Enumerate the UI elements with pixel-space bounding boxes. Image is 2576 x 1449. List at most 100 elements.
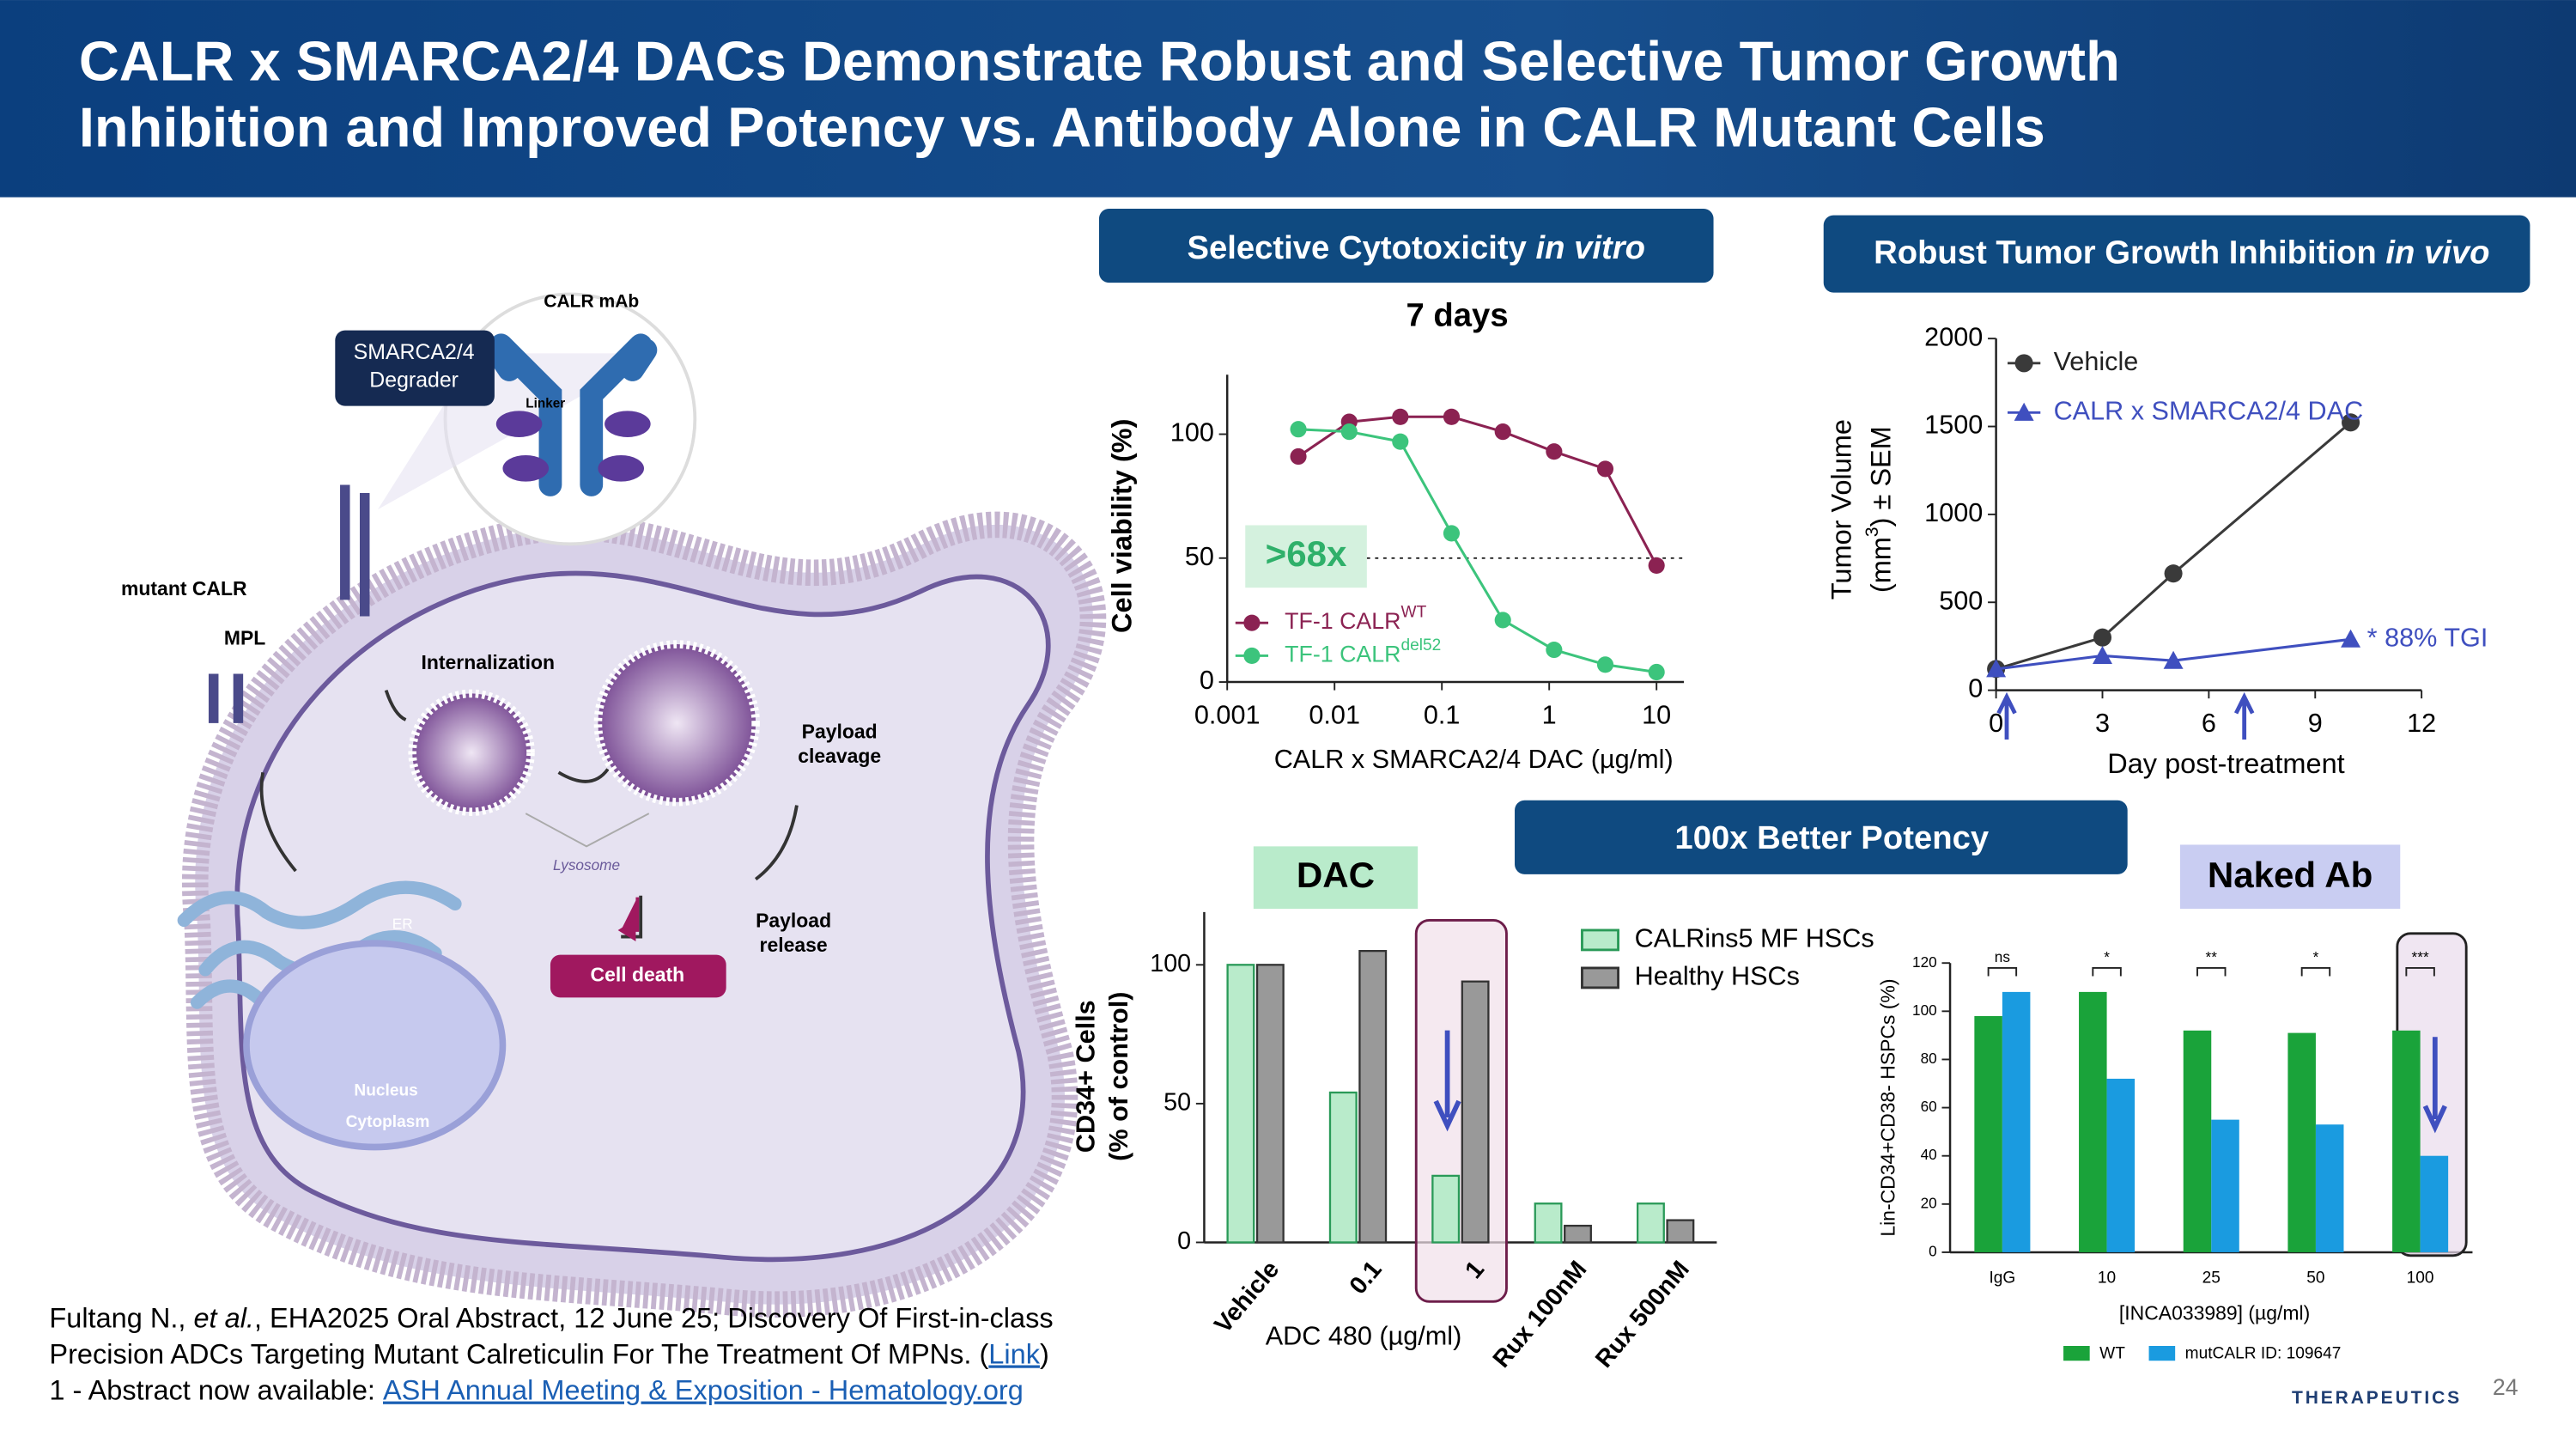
label: Linker (526, 397, 565, 411)
legend-superscript: del52 (1401, 636, 1442, 654)
point (1443, 525, 1461, 542)
label: Cell death (591, 964, 685, 986)
x-axis-label: ADC 480 (µg/ml) (1266, 1322, 1462, 1351)
legend-label: CALRins5 MF HSCs (1635, 924, 1874, 953)
label: Payload (802, 720, 878, 742)
x-tick-label: 0.001 (1194, 700, 1261, 729)
bar (2002, 991, 2031, 1252)
point (1546, 641, 1563, 659)
significance-label: * (2313, 948, 2319, 965)
y-tick-label: 2000 (1924, 322, 1983, 351)
legend-label: mutCALR ID: 109647 (2185, 1345, 2342, 1363)
y-tick-label: 50 (1163, 1088, 1191, 1116)
degrader-box (335, 330, 495, 406)
significance-label: ** (2206, 948, 2218, 965)
chart-title: DAC (1297, 855, 1375, 895)
payload (598, 455, 644, 482)
legend-label: TF-1 CALRWT (1285, 604, 1426, 635)
significance-bracket (2300, 966, 2331, 977)
footnote-line: 1 - Abstract now available: ASH Annual M… (49, 1374, 1023, 1405)
link[interactable]: Link (988, 1338, 1040, 1369)
banner (1098, 209, 1714, 283)
dose-arrow (1996, 691, 2017, 740)
point (1392, 433, 1409, 450)
point (1494, 612, 1511, 629)
label: Payload (756, 909, 831, 931)
x-axis-label: CALR x SMARCA2/4 DAC (µg/ml) (1274, 745, 1674, 774)
banner-part: Selective Cytotoxicity (1187, 229, 1535, 266)
significance-label: * (2104, 948, 2110, 965)
highlight-arrow (1433, 1030, 1461, 1132)
x-tick-label: 50 (2306, 1269, 2324, 1288)
lysosome (408, 689, 535, 816)
x-tick-label: IgG (1989, 1269, 2015, 1288)
lysosome-bracket (525, 813, 650, 848)
bar (1328, 1091, 1358, 1244)
payload (495, 411, 543, 437)
bar (1226, 964, 1255, 1244)
arrows (259, 690, 799, 939)
page-number: 24 (2493, 1374, 2518, 1400)
payload (502, 455, 550, 482)
legend-name: TF-1 CALR (1285, 608, 1400, 634)
annotation-box (1245, 525, 1367, 588)
annotation: * 88% TGI (2367, 623, 2488, 652)
legend-swatch (1581, 966, 1620, 989)
y-tick-label: 60 (1921, 1098, 1937, 1115)
y-axis-label: Cell viability (%) (1106, 419, 1137, 633)
y-axis-label-part: (mm (1865, 537, 1896, 593)
significance-label: ns (1995, 948, 2010, 965)
footnote-line: Fultang N., et al., EHA2025 Oral Abstrac… (49, 1302, 1053, 1333)
bar (2211, 1119, 2239, 1252)
y-tick-label: 20 (1921, 1194, 1937, 1211)
footnote-part: Precision ADCs Targeting Mutant Calretic… (49, 1338, 988, 1369)
chart-title: 7 days (1406, 296, 1509, 333)
title-line: CALR x SMARCA2/4 DACs Demonstrate Robust… (79, 30, 2120, 93)
bar (1431, 1174, 1461, 1244)
y-tick-label: 0 (1200, 666, 1214, 695)
label: Lysosome (553, 856, 620, 874)
point (1648, 663, 1665, 681)
y-tick-label: 0 (1177, 1227, 1191, 1255)
bar (1534, 1202, 1563, 1244)
point (1340, 423, 1358, 441)
y-tick-label: 1000 (1924, 498, 1983, 527)
label: Nucleus (354, 1081, 417, 1099)
y-tick-label: 100 (1150, 950, 1191, 977)
point (2163, 650, 2184, 669)
legend-label: WT (2099, 1345, 2125, 1363)
legend-label: Healthy HSCs (1635, 962, 1800, 991)
y-tick-label: 0 (1929, 1242, 1937, 1259)
legend-label: TF-1 CALRdel52 (1285, 636, 1441, 667)
x-tick-label: 1 (1542, 700, 1557, 729)
y-tick-label: 50 (1185, 542, 1214, 571)
point (2342, 413, 2360, 432)
point (1986, 659, 2007, 678)
x-tick-label: 10 (1642, 700, 1671, 729)
cell-death-box (550, 954, 726, 998)
bar (1974, 1015, 2002, 1252)
legend-name: TF-1 CALR (1285, 642, 1400, 667)
x-tick-label: 0 (1989, 709, 2003, 738)
series-line (1996, 421, 2352, 671)
footnote-part: , EHA2025 Oral Abstract, 12 June 25; Dis… (254, 1302, 1054, 1333)
legend-swatch (2148, 1346, 2176, 1361)
point (1596, 656, 1614, 673)
label: Degrader (369, 368, 459, 392)
footnote-part: 1 - Abstract now available: (49, 1374, 383, 1405)
link[interactable]: ASH Annual Meeting & Exposition - Hemato… (383, 1374, 1024, 1405)
label: mutant CALR (121, 577, 247, 600)
label: cleavage (798, 745, 881, 767)
x-tick-label: 0.1 (1344, 1256, 1387, 1300)
bar (2106, 1078, 2136, 1252)
footnote: Fultang N., et al., EHA2025 Oral Abstrac… (49, 1302, 1053, 1405)
x-tick-label: Rux 500nM (1590, 1256, 1695, 1373)
payload (605, 411, 651, 437)
receptor (208, 484, 370, 723)
significance-bracket (2196, 966, 2227, 977)
series-line (1996, 637, 2351, 671)
legend-marker (2014, 402, 2034, 421)
banner-text: Robust Tumor Growth Inhibition in vivo (1874, 234, 2489, 271)
legend-superscript: WT (1401, 604, 1427, 622)
